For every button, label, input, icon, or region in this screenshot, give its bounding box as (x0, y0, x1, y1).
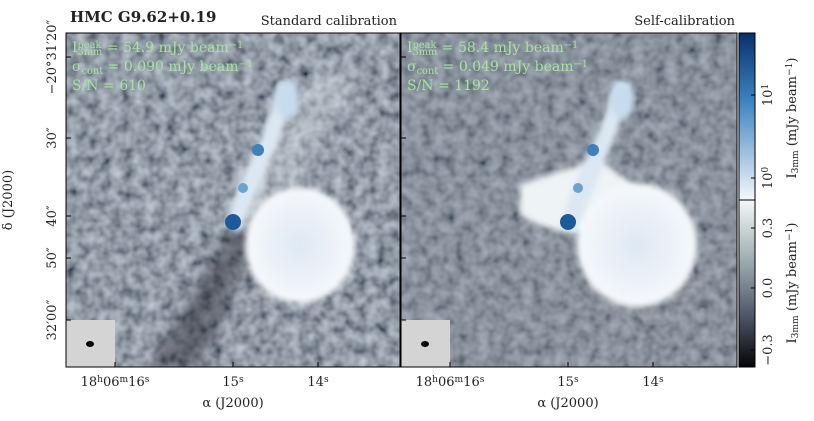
text-part: 1 (761, 84, 771, 90)
x-axis-label: α (J2000) (202, 396, 263, 411)
text-part: −1 (564, 40, 578, 51)
text-part: peak (413, 40, 437, 51)
text-part: 06 (103, 375, 120, 390)
y-axis-label: δ (J2000) (1, 170, 16, 230)
frame (400, 32, 738, 368)
y-tick-label: 30″ (45, 127, 60, 149)
colorbar-log (739, 33, 755, 200)
title: HMC G9.62+0.19 (70, 8, 216, 26)
text-part: m (455, 375, 464, 385)
text-part: cont (82, 66, 104, 77)
text-part: ) (785, 58, 800, 63)
x-tick-label: 18h06m16s (81, 375, 150, 390)
annotation: Ipeak 3mm = 54.9 mJy beam−1 (72, 40, 243, 58)
text-part: σ (72, 59, 82, 75)
text-part: 3mm (791, 315, 801, 338)
text-part: s (659, 375, 664, 385)
text-part: −1 (229, 40, 243, 51)
colorbar-label: I3mm (mJy beam−1) (785, 58, 801, 179)
text-part: s (145, 375, 150, 385)
x-tick-label: 14s (642, 375, 664, 390)
annotation: S/N = 1192 (407, 78, 490, 94)
text-part: 18 (416, 375, 433, 390)
text-part: s (239, 375, 244, 385)
text-part: = 54.9 mJy beam (102, 40, 228, 56)
text-part: s (480, 375, 485, 385)
text-part: I (72, 40, 78, 56)
y-tick-label: 50″ (45, 247, 60, 269)
text-part: 14 (642, 375, 659, 390)
x-tick-label: 15s (222, 375, 244, 390)
panel-label: Standard calibration (261, 14, 398, 29)
text-part: ) (785, 223, 800, 228)
text-part: S/N = 1192 (407, 78, 490, 94)
text-part: = 0.090 mJy beam (103, 59, 238, 75)
y-tick-label: 32′00″ (45, 299, 60, 340)
colorbar-label: I3mm (mJy beam−1) (785, 223, 801, 344)
text-part: m (120, 375, 129, 385)
colorbar-tick-label: −0.3 (761, 334, 776, 366)
text-part: (mJy beam (785, 241, 800, 315)
text-part: 3mm (413, 47, 439, 58)
text-part: 10 (761, 173, 776, 190)
colorbar-tick-label: 101 (761, 84, 776, 106)
text-part: 14 (307, 375, 324, 390)
x-tick-label: 18h06m16s (416, 375, 485, 390)
annotation: σcont = 0.090 mJy beam−1 (72, 59, 253, 77)
text-part: = 0.049 mJy beam (438, 59, 573, 75)
colorbar-tick-label: 0.3 (761, 218, 776, 239)
text-part: peak (78, 40, 102, 51)
text-part: (mJy beam (785, 76, 800, 150)
text-part: 15 (222, 375, 239, 390)
annotation: S/N = 610 (72, 78, 146, 94)
text-part: I (785, 338, 800, 343)
annotation: σcont = 0.049 mJy beam−1 (407, 59, 588, 77)
text-part: 0 (761, 167, 771, 173)
text-part: 15 (557, 375, 574, 390)
image-selfcal (401, 33, 737, 367)
text-part: −1 (785, 228, 795, 241)
text-part: 06 (438, 375, 455, 390)
text-part: h (97, 375, 103, 385)
colorbar-tick-label: 100 (761, 167, 776, 190)
text-part: cont (417, 66, 439, 77)
text-part: h (432, 375, 438, 385)
text-part: −1 (573, 59, 587, 70)
annotation: Ipeak 3mm = 58.4 mJy beam−1 (407, 40, 578, 58)
text-part: = 58.4 mJy beam (437, 40, 563, 56)
text-part: −1 (785, 63, 795, 76)
colorbar-tick-label: 0.0 (761, 278, 776, 299)
text-part: −1 (238, 59, 252, 70)
y-tick-label: 40″ (45, 205, 60, 227)
text-part: s (574, 375, 579, 385)
text-part: s (324, 375, 329, 385)
y-tick-label: −20°31′20″ (45, 19, 60, 94)
panel-label: Self-calibration (634, 14, 735, 29)
text-part: 18 (81, 375, 98, 390)
x-tick-label: 14s (307, 375, 329, 390)
text-part: I (785, 173, 800, 178)
text-part: S/N = 610 (72, 78, 146, 94)
text-part: 16 (463, 375, 480, 390)
image-standard (66, 33, 400, 367)
x-tick-label: 15s (557, 375, 579, 390)
text-part: σ (407, 59, 417, 75)
text-part: 3mm (78, 47, 104, 58)
text-part: I (407, 40, 413, 56)
colorbar-linear (739, 200, 755, 367)
text-part: 16 (128, 375, 145, 390)
text-part: 3mm (791, 150, 801, 173)
text-part: 10 (761, 90, 776, 107)
x-axis-label: α (J2000) (537, 396, 598, 411)
